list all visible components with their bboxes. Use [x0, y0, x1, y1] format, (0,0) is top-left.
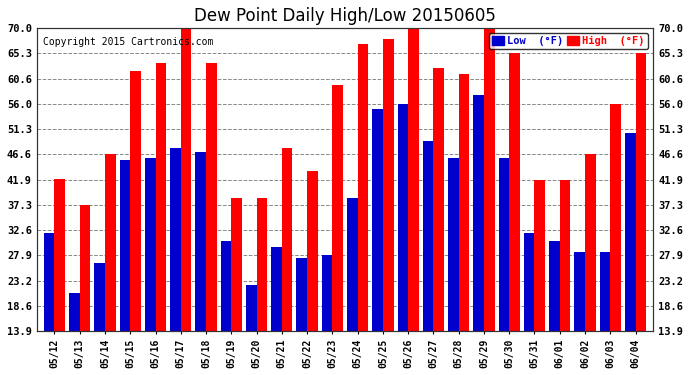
Bar — [383, 39, 393, 331]
Bar — [181, 28, 191, 331]
Text: Copyright 2015 Cartronics.com: Copyright 2015 Cartronics.com — [43, 37, 213, 47]
Bar — [145, 158, 155, 331]
Bar — [625, 133, 635, 331]
Title: Dew Point Daily High/Low 20150605: Dew Point Daily High/Low 20150605 — [194, 7, 496, 25]
Bar — [574, 252, 585, 331]
Bar — [206, 63, 217, 331]
Bar — [69, 292, 80, 331]
Bar — [80, 205, 90, 331]
Bar — [549, 242, 560, 331]
Bar — [357, 44, 368, 331]
Bar — [610, 104, 621, 331]
Bar — [195, 152, 206, 331]
Bar — [322, 255, 333, 331]
Bar — [333, 85, 343, 331]
Bar — [95, 263, 105, 331]
Bar — [600, 252, 610, 331]
Bar — [509, 53, 520, 331]
Bar — [105, 154, 116, 331]
Bar — [55, 179, 65, 331]
Bar — [307, 171, 317, 331]
Bar — [257, 198, 267, 331]
Bar — [448, 158, 459, 331]
Bar — [373, 109, 383, 331]
Bar — [499, 158, 509, 331]
Bar — [459, 74, 469, 331]
Bar — [560, 180, 571, 331]
Bar — [524, 233, 535, 331]
Bar — [397, 104, 408, 331]
Bar — [408, 25, 419, 331]
Bar — [297, 258, 307, 331]
Bar — [347, 198, 357, 331]
Bar — [535, 180, 545, 331]
Bar — [271, 247, 282, 331]
Bar — [473, 95, 484, 331]
Bar — [119, 160, 130, 331]
Bar — [585, 154, 595, 331]
Bar — [170, 148, 181, 331]
Bar — [130, 71, 141, 331]
Bar — [282, 148, 293, 331]
Legend: Low  (°F), High  (°F): Low (°F), High (°F) — [489, 33, 648, 50]
Bar — [246, 285, 257, 331]
Bar — [44, 233, 55, 331]
Bar — [635, 53, 646, 331]
Bar — [423, 141, 433, 331]
Bar — [155, 63, 166, 331]
Bar — [231, 198, 242, 331]
Bar — [221, 242, 231, 331]
Bar — [484, 25, 495, 331]
Bar — [433, 68, 444, 331]
